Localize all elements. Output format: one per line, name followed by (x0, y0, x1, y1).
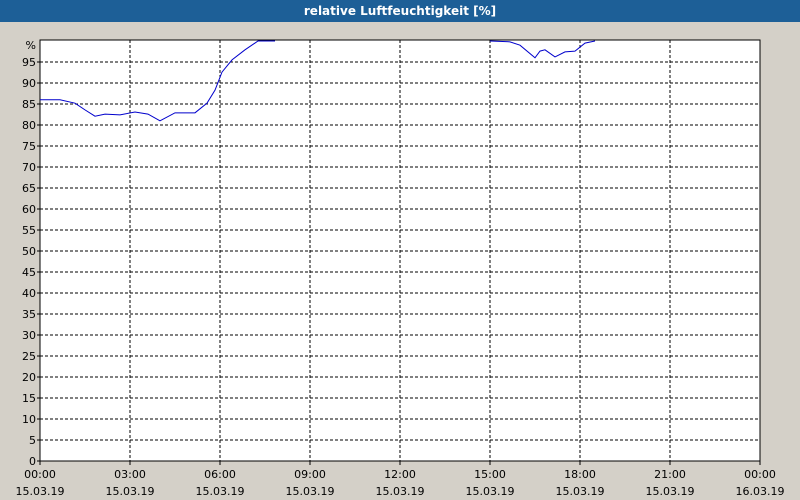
x-tick-label: 21:00 15.03.19 (646, 468, 695, 498)
y-tick-label: 85 (22, 98, 36, 111)
x-tick-label: 00:00 16.03.19 (736, 468, 785, 498)
y-tick-label: 15 (22, 392, 36, 405)
x-tick-label: 03:00 15.03.19 (106, 468, 155, 498)
y-tick-label: 5 (29, 434, 36, 447)
data-line (40, 40, 596, 122)
y-tick-label: 35 (22, 308, 36, 321)
y-tick-label: 70 (22, 161, 36, 174)
chart-title: relative Luftfeuchtigkeit [%] (304, 4, 496, 18)
y-tick-label: 40 (22, 287, 36, 300)
x-tick-label: 09:00 15.03.19 (286, 468, 335, 498)
y-tick-label: 65 (22, 182, 36, 195)
x-tick-label: 06:00 15.03.19 (196, 468, 245, 498)
x-tick-label: 15:00 15.03.19 (466, 468, 515, 498)
x-tick-label: 12:00 15.03.19 (376, 468, 425, 498)
y-tick-label: 95 (22, 56, 36, 69)
y-tick-label: 60 (22, 203, 36, 216)
y-tick-label: 50 (22, 245, 36, 258)
x-tick-label: 18:00 15.03.19 (556, 468, 605, 498)
y-tick-label: 30 (22, 329, 36, 342)
y-tick-label: 45 (22, 266, 36, 279)
y-tick-label: 90 (22, 77, 36, 90)
title-bar (0, 0, 800, 22)
y-tick-label: 25 (22, 350, 36, 363)
x-tick-label: 00:00 15.03.19 (16, 468, 65, 498)
y-tick-label: 0 (29, 455, 36, 468)
y-tick-label: 10 (22, 413, 36, 426)
y-tick-label: 80 (22, 119, 36, 132)
y-tick-label: 55 (22, 224, 36, 237)
y-tick-label: 75 (22, 140, 36, 153)
y-axis-label: % (26, 39, 36, 52)
y-tick-label: 20 (22, 371, 36, 384)
